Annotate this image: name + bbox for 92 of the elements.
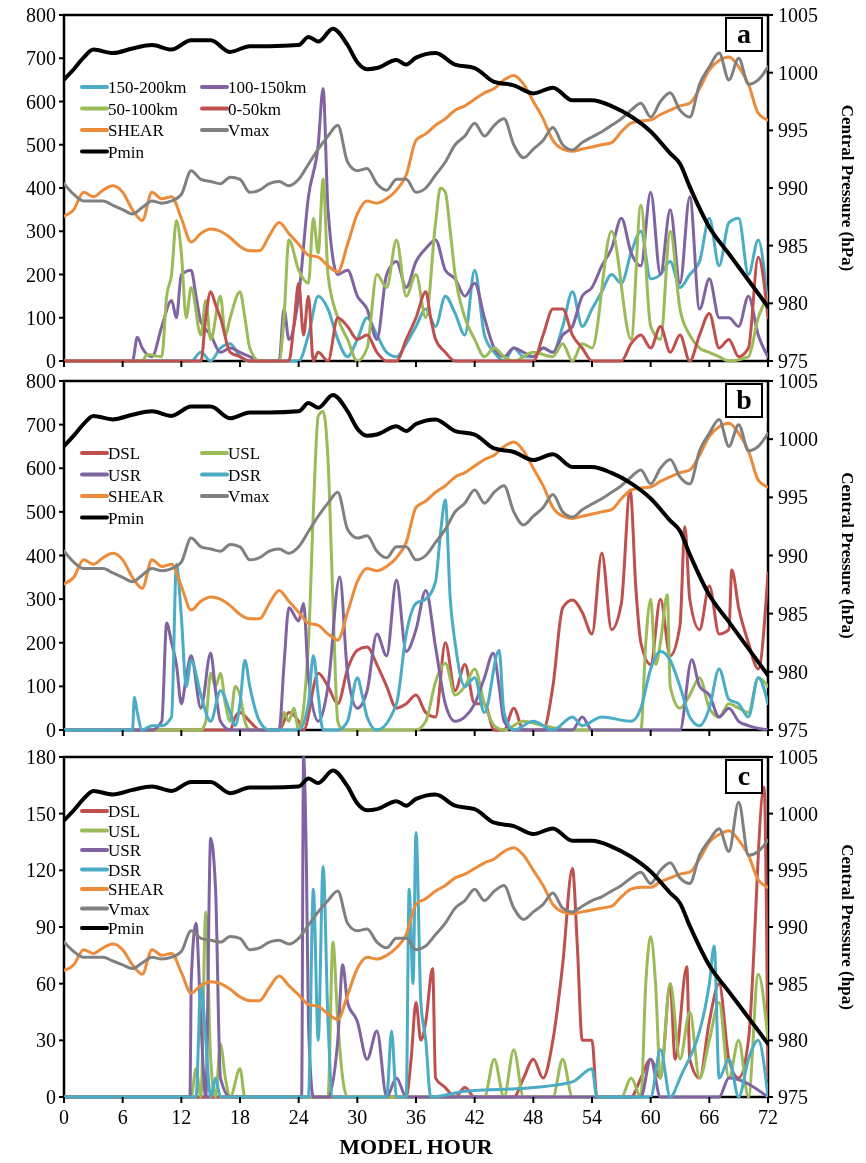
y-tick-label: 100 <box>26 306 56 329</box>
legend-label: SHEAR <box>108 880 165 899</box>
y-tick-label: 300 <box>26 220 56 243</box>
line-series <box>64 255 768 363</box>
y2-tick-label: 980 <box>778 292 808 315</box>
legend-label: 0-50km <box>228 99 281 119</box>
y-tick-label: 700 <box>26 413 56 436</box>
legend-label: 50-100km <box>108 99 178 119</box>
y2-tick-label: 990 <box>778 916 808 938</box>
y2-tick-label: 985 <box>778 972 808 995</box>
y-tick-label: 500 <box>26 500 56 523</box>
y-tick-label: 200 <box>26 263 56 286</box>
legend-label: USR <box>108 465 142 485</box>
y-tick-label: 500 <box>26 133 56 156</box>
x-axis-title: MODEL HOUR <box>339 1134 494 1159</box>
legend-label: DSR <box>108 860 142 880</box>
legend-label: SHEAR <box>108 121 165 140</box>
y-tick-label: 300 <box>26 588 56 611</box>
x-tick-label: 72 <box>758 1106 778 1128</box>
x-tick-label: 18 <box>230 1106 250 1128</box>
annotation: a <box>737 18 751 49</box>
y-tick-label: 400 <box>26 544 56 567</box>
x-tick-label: 66 <box>699 1106 720 1128</box>
y2-axis-title: Central Pressure (hPa) <box>838 104 857 272</box>
y-tick-label: 800 <box>26 4 56 26</box>
legend-label: Vmax <box>108 899 151 919</box>
y2-tick-label: 995 <box>778 859 808 882</box>
y2-tick-label: 975 <box>778 350 808 372</box>
y-tick-label: 0 <box>46 719 56 741</box>
legend-label: DSL <box>108 444 141 463</box>
legend-label: USL <box>108 821 141 841</box>
legend-label: DSL <box>108 802 141 821</box>
annotation: b <box>736 384 752 415</box>
legend-label: USL <box>228 444 261 463</box>
y2-axis-title: Central Pressure (hpa) <box>838 844 857 1010</box>
y2-tick-label: 990 <box>778 544 808 567</box>
legend-label: 150-200km <box>108 78 187 97</box>
y2-tick-label: 1000 <box>778 61 818 84</box>
y2-tick-label: 1000 <box>778 802 818 825</box>
y-tick-label: 60 <box>36 972 56 995</box>
y-tick-label: 150 <box>26 802 56 825</box>
line-series <box>64 417 768 584</box>
legend-label: Vmax <box>228 487 271 506</box>
legend-label: Vmax <box>228 121 271 140</box>
y2-tick-label: 990 <box>778 177 808 199</box>
y2-tick-label: 1005 <box>778 746 818 768</box>
line-series <box>64 51 768 216</box>
y2-tick-label: 980 <box>778 1029 808 1052</box>
y2-tick-label: 985 <box>778 602 808 625</box>
x-tick-label: 36 <box>406 1106 426 1128</box>
y2-tick-label: 995 <box>778 119 808 142</box>
x-tick-label: 12 <box>171 1106 192 1128</box>
x-tick-label: 42 <box>464 1106 485 1128</box>
y2-tick-label: 985 <box>778 234 808 257</box>
x-tick-label: 6 <box>117 1106 128 1128</box>
y2-tick-label: 975 <box>778 719 808 741</box>
y2-tick-label: 1000 <box>778 428 818 451</box>
line-series <box>64 55 768 274</box>
x-tick-label: 54 <box>582 1106 602 1128</box>
legend-label: SHEAR <box>108 487 165 506</box>
y2-axis-title: Central Pressure (hPa) <box>838 472 857 639</box>
y-tick-label: 90 <box>36 916 56 938</box>
y-tick-label: 400 <box>26 177 56 199</box>
y2-tick-label: 975 <box>778 1086 808 1108</box>
x-tick-label: 48 <box>523 1106 544 1128</box>
y-tick-label: 200 <box>26 631 56 654</box>
x-tick-label: 60 <box>640 1106 661 1128</box>
y-tick-label: 100 <box>26 675 56 698</box>
y-tick-label: 0 <box>46 1086 56 1108</box>
y-tick-label: 700 <box>26 47 56 70</box>
legend-label: DSR <box>228 465 262 485</box>
y-tick-label: 30 <box>36 1029 56 1052</box>
legend-label: Pmin <box>108 142 145 162</box>
legend-label: Pmin <box>108 919 145 938</box>
line-series <box>64 421 768 642</box>
line-series <box>64 800 768 971</box>
y-tick-label: 180 <box>26 746 56 768</box>
y2-tick-label: 980 <box>778 660 808 683</box>
x-tick-label: 30 <box>347 1106 368 1128</box>
legend-label: Pmin <box>108 508 145 528</box>
y-tick-label: 600 <box>26 457 56 480</box>
x-tick-label: 24 <box>288 1106 309 1128</box>
legend-label: 100-150km <box>228 78 307 97</box>
y2-tick-label: 995 <box>778 486 808 509</box>
y-tick-label: 800 <box>26 370 56 392</box>
y2-tick-label: 1005 <box>778 370 818 392</box>
y-tick-label: 600 <box>26 90 56 113</box>
y-tick-label: 120 <box>26 859 56 882</box>
y2-tick-label: 1005 <box>778 4 818 26</box>
y-tick-label: 0 <box>46 350 56 372</box>
annotation: c <box>737 760 751 791</box>
legend-label: USR <box>108 841 142 860</box>
